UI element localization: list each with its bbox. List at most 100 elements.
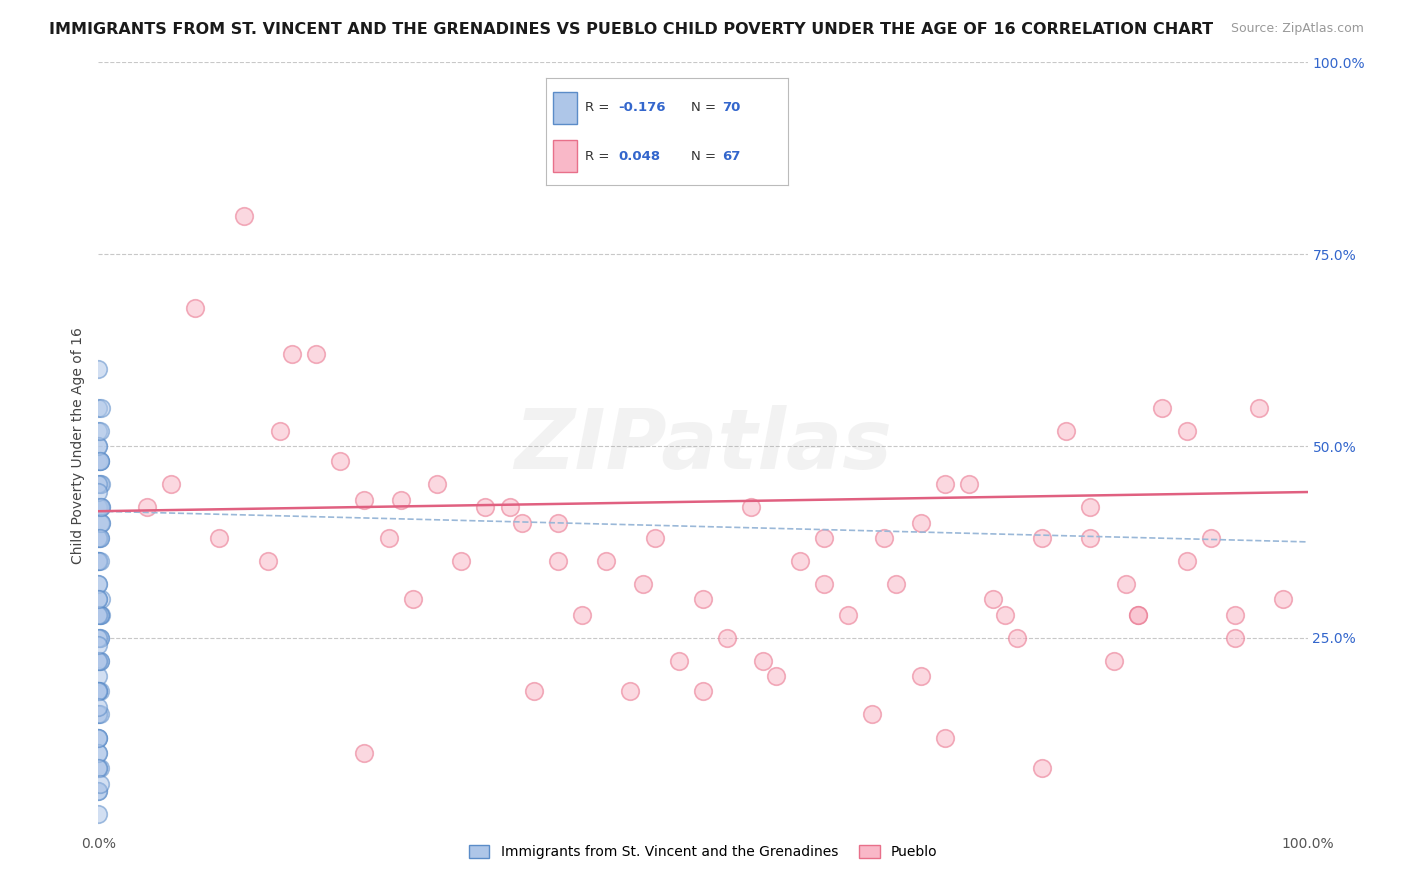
Y-axis label: Child Poverty Under the Age of 16: Child Poverty Under the Age of 16 [72,327,86,565]
Point [89,454,111,468]
Point [256,554,278,568]
Point [87,362,110,376]
Point [89,477,111,491]
Point [571,607,593,622]
Point [1115,577,1137,591]
Point [692,592,714,607]
Point [692,684,714,698]
Point [90,401,112,415]
Point [208,531,231,545]
Point [89,776,111,790]
Point [1031,531,1053,545]
Point [994,607,1017,622]
Point [87,554,110,568]
Point [631,577,654,591]
Point [402,592,425,607]
Point [1223,631,1246,645]
Point [87,784,110,798]
Point [668,654,690,668]
Point [87,746,110,760]
Point [89,500,111,515]
Point [740,500,762,515]
Point [957,477,980,491]
Point [89,761,111,775]
Point [934,731,956,745]
Point [981,592,1004,607]
Point [89,631,111,645]
Point [87,684,110,698]
Point [135,500,157,515]
Point [89,554,111,568]
Point [860,707,883,722]
Point [89,516,111,530]
Point [87,639,110,653]
Point [90,500,112,515]
Point [184,301,207,315]
Point [89,454,111,468]
Point [1078,500,1101,515]
Point [90,607,112,622]
Point [89,684,111,698]
Point [1128,607,1150,622]
Point [498,500,520,515]
Point [87,500,110,515]
Point [87,577,110,591]
Point [87,654,110,668]
Point [87,477,110,491]
Point [90,592,112,607]
Point [910,669,932,683]
Point [644,531,666,545]
Point [87,607,110,622]
Point [232,209,254,223]
Point [1054,424,1077,438]
Point [87,654,110,668]
Point [87,439,110,453]
Point [813,531,835,545]
Point [547,554,569,568]
Point [353,746,375,760]
Point [87,731,110,745]
Point [87,707,110,722]
Point [87,807,110,822]
Point [765,669,787,683]
Point [595,554,617,568]
Point [87,577,110,591]
Point [1078,531,1101,545]
Point [87,592,110,607]
Point [377,531,399,545]
Point [89,707,111,722]
Point [1031,761,1053,775]
Point [90,477,112,491]
Point [87,746,110,760]
Point [87,424,110,438]
Point [87,784,110,798]
Point [90,516,112,530]
Point [619,684,641,698]
Point [934,477,956,491]
Point [329,454,352,468]
Point [87,592,110,607]
Point [389,492,412,507]
Point [89,607,111,622]
Point [1152,401,1174,415]
Point [87,731,110,745]
Text: ZIPatlas: ZIPatlas [515,406,891,486]
Point [87,684,110,698]
Point [87,707,110,722]
Point [160,477,183,491]
Point [87,531,110,545]
Point [90,500,112,515]
Point [523,684,546,698]
Point [837,607,859,622]
Point [1175,424,1198,438]
Point [87,485,110,500]
Point [873,531,896,545]
Point [87,554,110,568]
Point [89,531,111,545]
Point [281,347,304,361]
Point [89,531,111,545]
Point [87,500,110,515]
Point [87,761,110,775]
Point [89,654,111,668]
Point [813,577,835,591]
